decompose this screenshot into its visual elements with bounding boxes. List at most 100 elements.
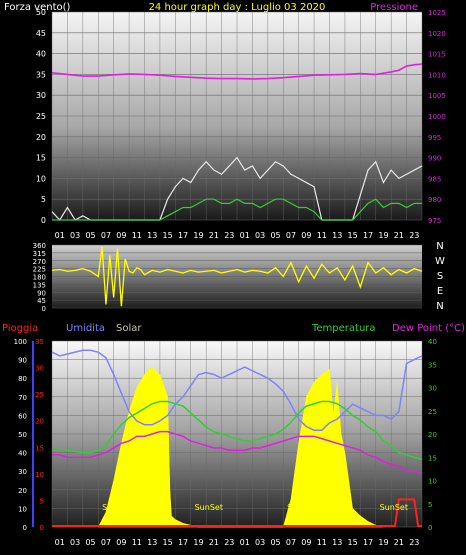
left-tick-label: 20 xyxy=(36,133,46,142)
pressure-axis-label: Pressione xyxy=(370,2,418,13)
humidity-tick-label: 50 xyxy=(18,431,27,439)
x-tick-label: 17 xyxy=(363,538,373,547)
series-line-umidita xyxy=(51,349,423,432)
left-tick-label: 40 xyxy=(36,50,46,59)
x-tick-label: 05 xyxy=(85,538,95,547)
left-tick-label: 360 xyxy=(33,242,46,250)
humidity-tick-label: 90 xyxy=(18,357,27,365)
left-tick-label: 5 xyxy=(41,195,46,204)
x-tick-label: 19 xyxy=(378,231,388,240)
x-tick-label: 01 xyxy=(240,538,250,547)
right-tick-label: 1020 xyxy=(428,30,446,38)
temperature-tick-label: 35 xyxy=(428,361,437,369)
x-tick-label: 09 xyxy=(301,538,311,547)
left-tick-label: 10 xyxy=(36,174,46,183)
dewpoint-label: Dew Point (°C) xyxy=(392,323,465,334)
panel2-series xyxy=(51,246,423,307)
x-tick-label: 05 xyxy=(270,538,280,547)
x-tick-label: 15 xyxy=(163,231,173,240)
left-tick-label: 35 xyxy=(36,70,46,79)
rain-tick-label: 15 xyxy=(35,444,44,452)
humidity-tick-label: 70 xyxy=(18,394,27,402)
right-tick-label: 1015 xyxy=(428,51,446,59)
x-tick-label: 11 xyxy=(317,231,327,240)
left-tick-label: 15 xyxy=(36,154,46,163)
series-line-pressione xyxy=(51,63,423,80)
x-tick-label: 03 xyxy=(255,231,265,240)
x-tick-label: 11 xyxy=(132,231,142,240)
x-tick-label: 21 xyxy=(209,538,219,547)
left-tick-label: 30 xyxy=(36,91,46,100)
series-line-wind-direction xyxy=(51,246,423,307)
x-tick-label: 19 xyxy=(193,231,203,240)
x-tick-label: 17 xyxy=(178,231,188,240)
x-tick-label: 23 xyxy=(224,538,234,547)
left-tick-label: 270 xyxy=(33,258,46,266)
right-tick-label: 985 xyxy=(428,175,441,183)
x-tick-label: 15 xyxy=(348,538,358,547)
rain-tick-label: 25 xyxy=(35,391,44,399)
x-tick-label: 19 xyxy=(378,538,388,547)
compass-letter: N xyxy=(436,301,443,312)
compass-letter: W xyxy=(435,256,445,267)
panel3-temperature-ticks: 0 5 10 15 20 25 30 35 40 xyxy=(428,338,437,532)
sun-annotation: SunSet xyxy=(380,503,408,512)
compass-letter: N xyxy=(436,241,443,252)
rain-tick-label: 35 xyxy=(35,338,44,346)
humidity-tick-label: 30 xyxy=(18,468,27,476)
panel3-x-ticks: 01 03 05 07 09 11 13 15 17 19 21 23 01 03 05 07 09 11 13 15… xyxy=(55,538,420,547)
x-tick-label: 15 xyxy=(163,538,173,547)
left-tick-label: 0 xyxy=(42,305,46,313)
left-tick-label: 180 xyxy=(33,274,46,282)
temperature-humidity-panel: Sun SunSet Sun SunSet 010203040506070809010… xyxy=(2,323,465,547)
left-tick-label: 50 xyxy=(36,8,46,17)
x-tick-label: 11 xyxy=(317,538,327,547)
rain-label: Pioggia xyxy=(2,323,38,334)
humidity-tick-label: 100 xyxy=(14,338,27,346)
rain-tick-label: 5 xyxy=(40,497,44,505)
temperature-tick-label: 0 xyxy=(428,524,432,532)
x-tick-label: 19 xyxy=(193,538,203,547)
temperature-tick-label: 30 xyxy=(428,385,437,393)
temperature-tick-label: 5 xyxy=(428,501,432,509)
panel2-grid xyxy=(52,244,422,309)
right-tick-label: 1010 xyxy=(428,71,446,79)
right-tick-label: 1025 xyxy=(428,9,446,17)
x-tick-label: 15 xyxy=(348,231,358,240)
x-tick-label: 01 xyxy=(55,538,65,547)
panel1-right-ticks: 975 980 985 990 995 1000 1005 1010 1015 1020 1025 xyxy=(428,9,446,225)
x-tick-label: 07 xyxy=(101,231,111,240)
series-line-pioggia xyxy=(52,498,422,527)
x-tick-label: 01 xyxy=(55,231,65,240)
panel1-x-ticks: 01 03 05 07 09 11 13 15 17 19 21 23 01 03 05 07 09 11 13 15… xyxy=(55,231,420,240)
temperature-tick-label: 40 xyxy=(428,338,437,346)
x-tick-label: 21 xyxy=(394,231,404,240)
left-tick-label: 25 xyxy=(36,112,46,121)
left-tick-label: 135 xyxy=(33,281,46,289)
x-tick-label: 11 xyxy=(132,538,142,547)
rain-tick-label: 30 xyxy=(35,365,44,373)
panel1-left-ticks: 0 5 10 15 20 25 30 35 40 45 50 xyxy=(36,8,46,225)
rain-tick-label: 0 xyxy=(40,524,44,532)
temperature-tick-label: 15 xyxy=(428,454,437,462)
rain-tick-label: 10 xyxy=(35,471,44,479)
sun-annotation: Sun xyxy=(102,503,117,512)
panel3-annotations: Sun SunSet Sun SunSet xyxy=(102,503,408,512)
right-tick-label: 1005 xyxy=(428,92,446,100)
x-tick-label: 09 xyxy=(116,231,126,240)
panel3-humidity-ticks: 0 10 20 30 40 50 60 70 80 90 100 xyxy=(14,338,27,532)
x-tick-label: 09 xyxy=(116,538,126,547)
humidity-tick-label: 10 xyxy=(18,505,27,513)
left-tick-label: 225 xyxy=(33,266,46,274)
left-tick-label: 45 xyxy=(37,297,46,305)
wind-axis-label: Forza vento() xyxy=(4,2,71,13)
series-line-dew-point xyxy=(52,430,423,475)
x-tick-label: 03 xyxy=(70,231,80,240)
compass-letter: E xyxy=(437,286,443,297)
panel3-series xyxy=(51,349,423,528)
right-tick-label: 1000 xyxy=(428,113,446,121)
